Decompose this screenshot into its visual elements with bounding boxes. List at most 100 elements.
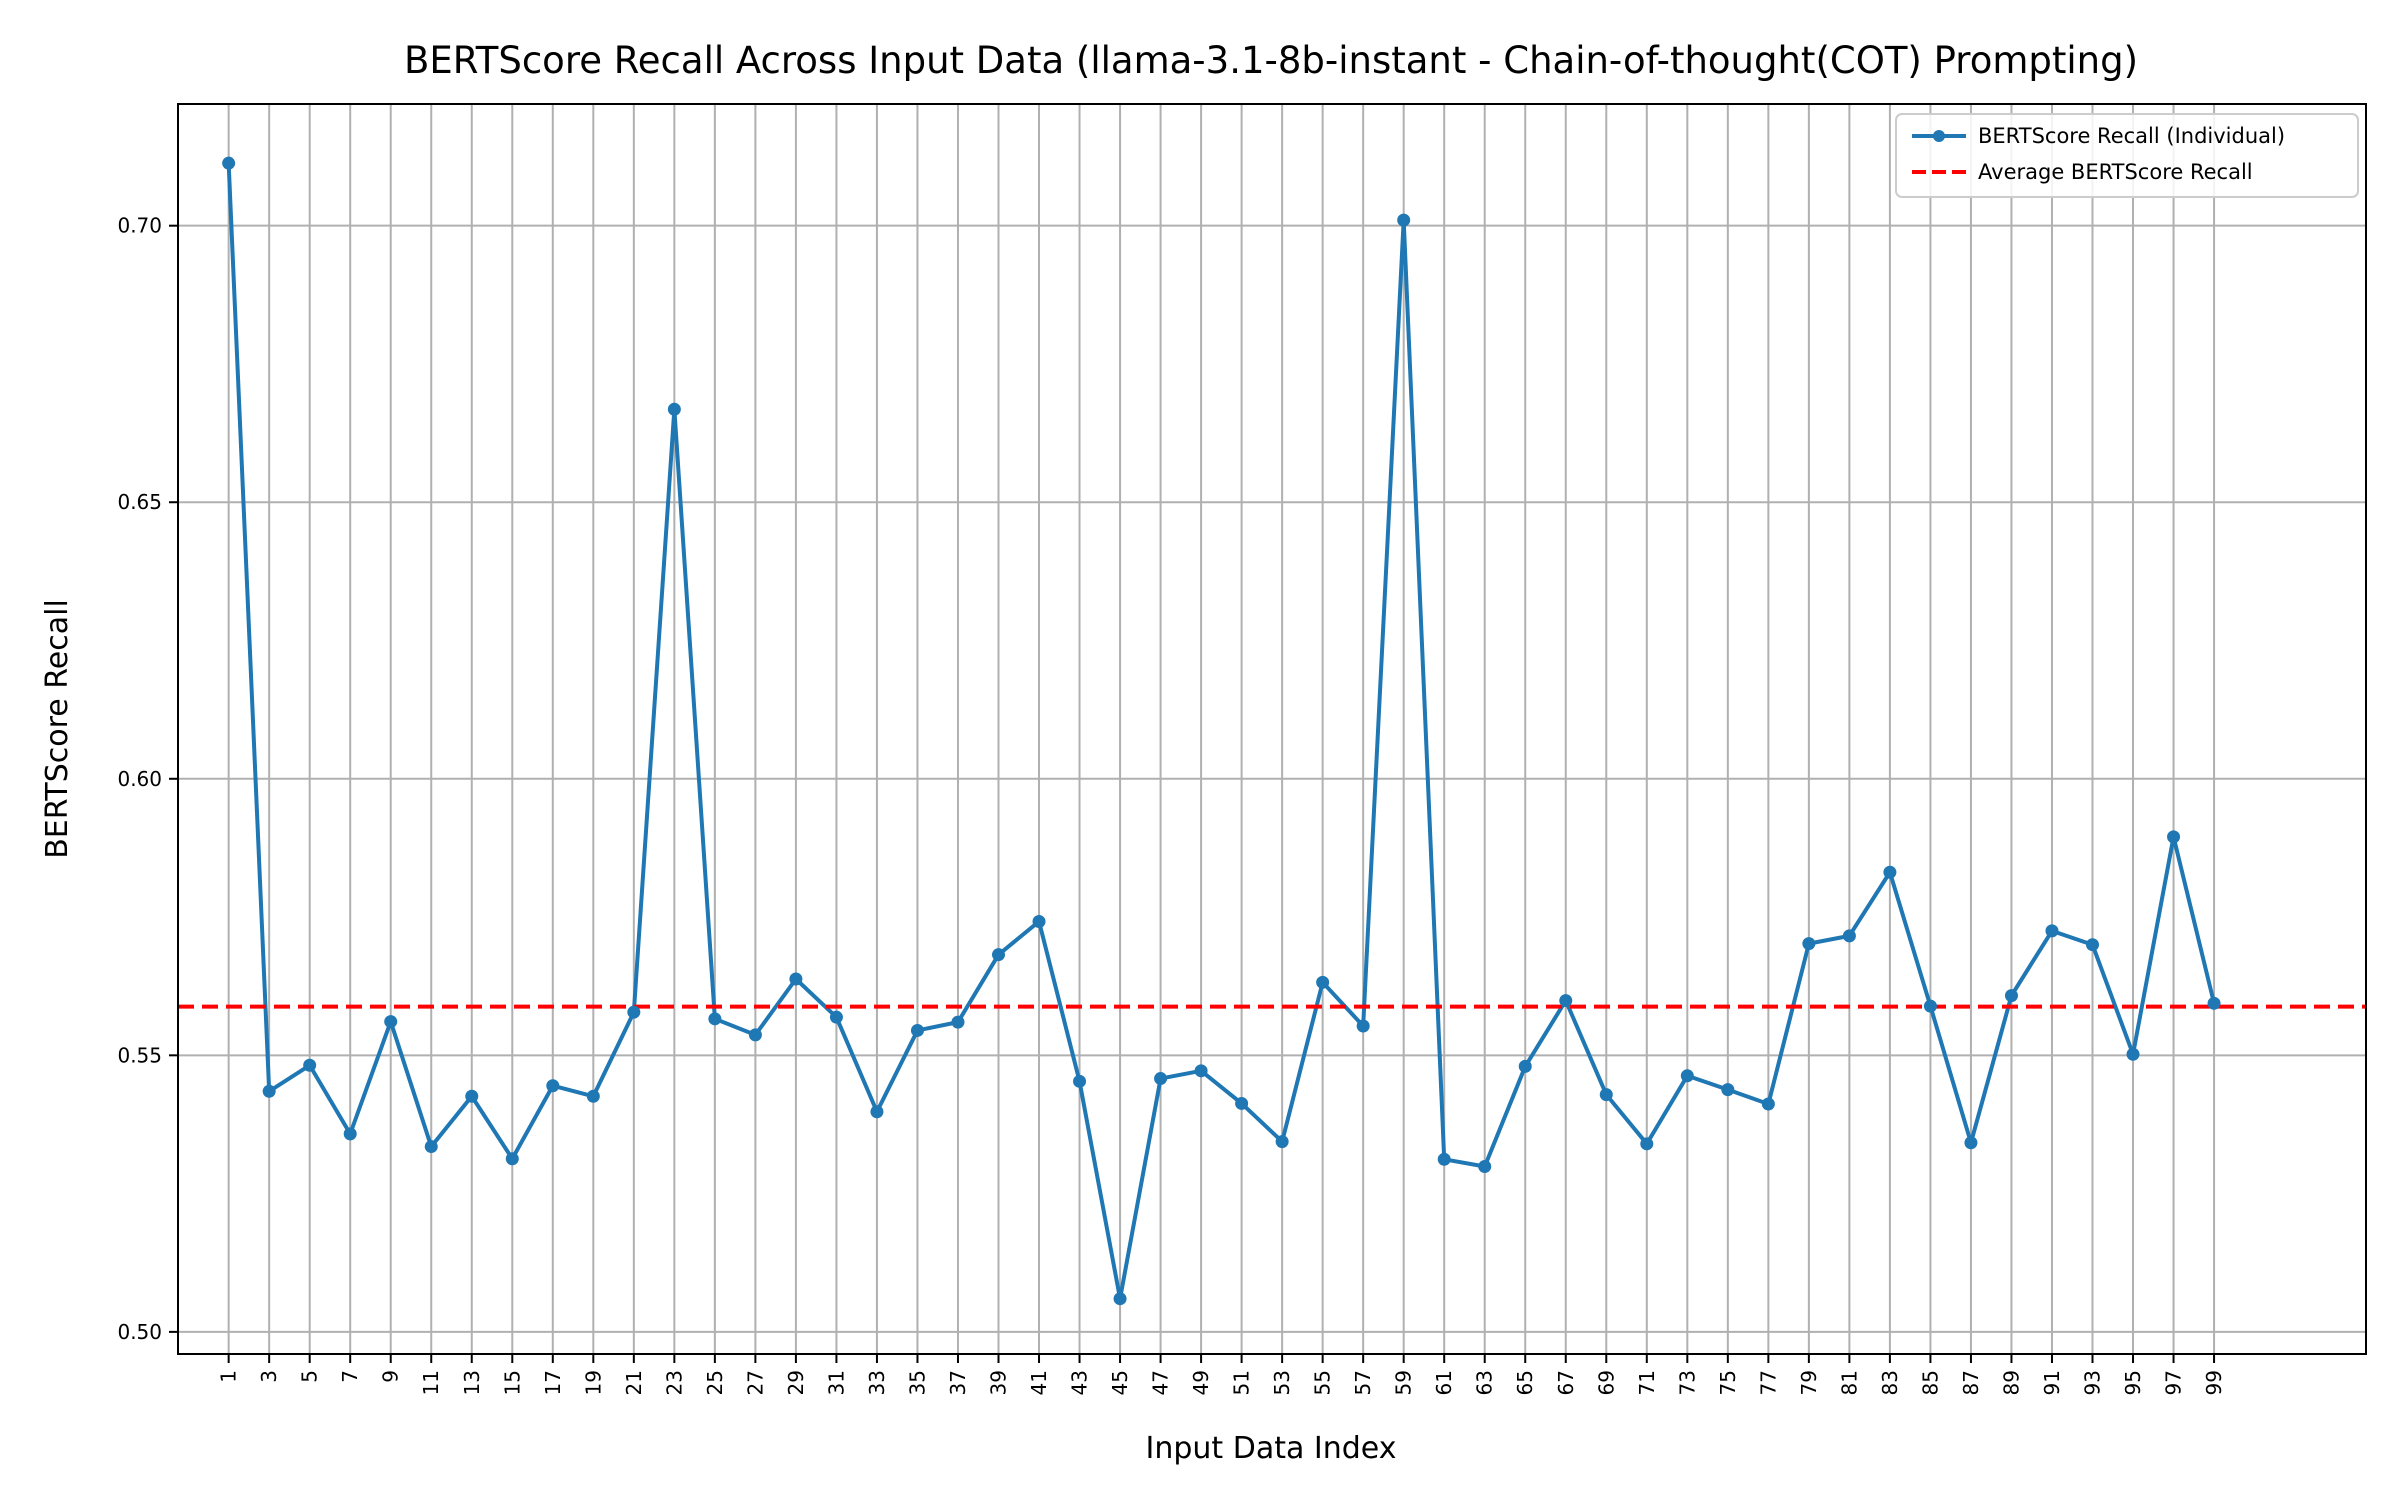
x-tick-label: 37: [946, 1370, 970, 1395]
x-axis-label: Input Data Index: [1146, 1431, 1397, 1466]
data-point: [1397, 213, 1411, 227]
data-point: [1113, 1292, 1127, 1306]
x-tick-label: 39: [987, 1370, 1011, 1395]
y-tick-label: 0.50: [117, 1320, 162, 1344]
data-point: [951, 1015, 965, 1029]
x-tick-label: 35: [905, 1370, 929, 1395]
x-tick-label: 17: [541, 1370, 565, 1395]
legend-label-individual: BERTScore Recall (Individual): [1978, 124, 2285, 148]
x-tick-label: 11: [419, 1370, 443, 1395]
x-tick-label: 19: [581, 1370, 605, 1395]
chart-title: BERTScore Recall Across Input Data (llam…: [404, 39, 2138, 82]
x-tick-label: 89: [1999, 1370, 2023, 1395]
x-tick-label: 7: [338, 1370, 362, 1383]
legend-label-average: Average BERTScore Recall: [1978, 160, 2253, 184]
series-layer: [178, 156, 2366, 1306]
data-point: [829, 1010, 843, 1024]
x-tick-label: 91: [2040, 1370, 2064, 1395]
data-point: [1883, 865, 1897, 879]
x-tick-label: 23: [662, 1370, 686, 1395]
plot-area-frame: [177, 103, 2367, 1355]
data-point: [1964, 1136, 1978, 1150]
legend-marker-individual: [1933, 130, 1945, 142]
x-tick-label: 3: [257, 1370, 281, 1383]
legend: BERTScore Recall (Individual) Average BE…: [1895, 113, 2359, 198]
data-point: [708, 1012, 722, 1026]
data-point: [1599, 1088, 1613, 1102]
y-tick-label: 0.65: [117, 490, 162, 514]
y-axis-label: BERTScore Recall: [40, 599, 75, 859]
data-point: [1761, 1097, 1775, 1111]
x-tick-label: 27: [743, 1370, 767, 1395]
x-tick-label: 99: [2202, 1370, 2226, 1395]
series-line-individual: [226, 163, 2216, 1301]
data-point: [910, 1023, 924, 1037]
data-point: [1356, 1019, 1370, 1033]
data-point: [2086, 938, 2099, 952]
x-tick-label: 71: [1635, 1370, 1659, 1395]
data-point: [505, 1152, 519, 1166]
data-point: [2126, 1047, 2140, 1061]
x-tick-label: 13: [460, 1370, 484, 1395]
x-tick-label: 83: [1878, 1370, 1902, 1395]
data-point: [1073, 1074, 1087, 1088]
x-tick-label: 61: [1432, 1370, 1456, 1395]
x-tick-label: 33: [865, 1370, 889, 1395]
data-point: [303, 1058, 317, 1072]
x-tick-label: 77: [1756, 1370, 1780, 1395]
x-tick-label: 5: [298, 1370, 322, 1383]
data-point: [1680, 1069, 1694, 1083]
x-tick-label: 47: [1149, 1370, 1173, 1395]
data-point: [1194, 1064, 1208, 1078]
y-tick-label: 0.55: [117, 1043, 162, 1067]
data-point: [2045, 924, 2059, 938]
data-point: [789, 972, 803, 986]
x-tick-label: 55: [1311, 1370, 1335, 1395]
data-point: [465, 1089, 479, 1103]
x-tick-label: 1: [217, 1370, 241, 1383]
x-tick-label: 67: [1554, 1370, 1578, 1395]
x-tick-label: 87: [1959, 1370, 1983, 1395]
data-point: [748, 1028, 762, 1042]
x-axis-ticks: 1 3 5 7 9 11 13 15 17 19 21 23 25 27 29 31 33 35 37 39 41 43 4…: [217, 1354, 2226, 1395]
data-point: [1923, 999, 1937, 1013]
data-point: [1275, 1135, 1289, 1149]
x-tick-label: 29: [784, 1370, 808, 1395]
x-tick-label: 25: [703, 1370, 727, 1395]
x-tick-label: 41: [1027, 1370, 1051, 1395]
data-point: [424, 1140, 438, 1154]
data-point: [1154, 1072, 1168, 1086]
data-point: [1235, 1096, 1249, 1110]
x-tick-label: 79: [1797, 1370, 1821, 1395]
data-point: [992, 948, 1005, 962]
x-tick-label: 65: [1513, 1370, 1537, 1395]
y-tick-label: 0.60: [117, 767, 162, 791]
data-point: [1478, 1160, 1492, 1173]
data-point: [1032, 914, 1046, 928]
data-point: [1559, 994, 1573, 1008]
x-tick-label: 51: [1230, 1370, 1254, 1395]
x-tick-label: 15: [500, 1370, 524, 1395]
data-point: [1518, 1059, 1532, 1073]
x-tick-label: 49: [1189, 1370, 1213, 1395]
x-tick-label: 97: [2162, 1370, 2186, 1395]
data-point: [384, 1015, 398, 1029]
data-point: [1640, 1137, 1654, 1151]
y-tick-label: 0.70: [117, 214, 162, 238]
x-tick-label: 93: [2081, 1370, 2105, 1395]
data-point: [262, 1084, 276, 1098]
x-tick-label: 69: [1594, 1370, 1618, 1395]
x-tick-label: 85: [1918, 1370, 1942, 1395]
legend-box: [1895, 113, 2359, 198]
x-tick-label: 43: [1068, 1370, 1092, 1395]
data-point: [667, 402, 681, 416]
x-tick-label: 45: [1108, 1370, 1132, 1395]
x-tick-label: 21: [622, 1370, 646, 1395]
data-point: [2167, 830, 2181, 844]
data-point: [2004, 989, 2018, 1003]
data-point: [1437, 1152, 1451, 1166]
data-point: [627, 1005, 641, 1019]
x-tick-label: 81: [1837, 1370, 1861, 1395]
data-point: [1316, 975, 1330, 989]
